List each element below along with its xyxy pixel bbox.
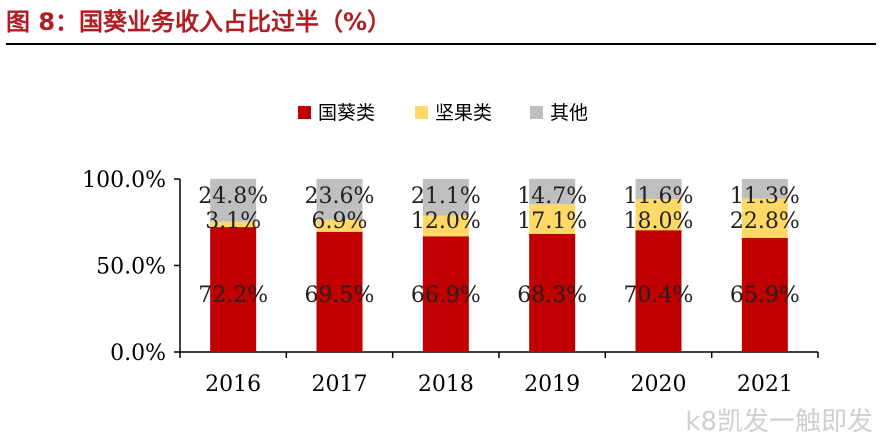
- data-label: 17.1%: [517, 209, 587, 234]
- data-label: 65.9%: [730, 283, 800, 308]
- legend-swatch: [298, 106, 311, 119]
- bar-segment: [741, 179, 788, 199]
- legend-swatch: [415, 106, 428, 119]
- bar-segment: [316, 231, 363, 352]
- chart-data-labels: 24.8%3.1% 72.2% 23.6%6.9% 69.5% 21.1%12.0% 66…: [198, 184, 800, 308]
- bar-segment: [422, 179, 469, 216]
- y-tick-label: 50.0%: [96, 255, 166, 280]
- data-label: 6.9%: [312, 209, 368, 234]
- x-tick-label: 2018: [418, 372, 474, 397]
- data-label: 66.9%: [411, 283, 481, 308]
- y-tick-label: 0.0%: [110, 341, 166, 366]
- chart-bars: [210, 178, 788, 352]
- x-tick-label: 2019: [524, 372, 580, 397]
- bar-segment: [741, 198, 788, 238]
- bar-segment: [422, 236, 469, 352]
- x-tick-label: 2020: [631, 372, 687, 397]
- title-divider: [6, 43, 876, 45]
- bar-segment: [316, 219, 363, 232]
- data-label: 72.2%: [198, 283, 268, 308]
- data-label: 68.3%: [517, 283, 587, 308]
- bar-segment: [741, 237, 788, 352]
- figure-title: 图 8：国葵业务收入占比过半（%）: [6, 8, 392, 36]
- legend-label: 国葵类: [318, 102, 375, 124]
- legend-label: 坚果类: [435, 102, 492, 124]
- x-tick-label: 2021: [737, 372, 793, 397]
- y-tick-label: 100.0%: [82, 168, 166, 193]
- bar-segment: [316, 179, 363, 220]
- bar-segment: [529, 178, 576, 205]
- data-label: 3.1%: [205, 209, 261, 234]
- data-label: 11.3%: [730, 184, 800, 209]
- data-label: 21.1%: [411, 184, 481, 209]
- x-tick-label: 2017: [312, 372, 368, 397]
- bar-segment: [635, 199, 682, 231]
- bar-segment: [210, 227, 257, 352]
- chart-legend: 国葵类 坚果类 其他: [298, 102, 588, 124]
- bar-segment: [422, 215, 469, 237]
- data-label: 22.8%: [730, 209, 800, 234]
- data-label: 11.6%: [624, 184, 694, 209]
- bar-segment: [529, 233, 576, 352]
- data-label: 24.8%: [198, 184, 268, 209]
- bar-segment: [210, 221, 257, 228]
- data-label: 18.0%: [624, 209, 694, 234]
- legend-label: 其他: [550, 102, 588, 124]
- bar-segment: [529, 204, 576, 234]
- bar-segment: [635, 179, 682, 200]
- data-label: 14.7%: [517, 184, 587, 209]
- bar-segment: [635, 230, 682, 352]
- data-label: 12.0%: [411, 209, 481, 234]
- data-label: 23.6%: [305, 184, 375, 209]
- bar-segment: [210, 178, 257, 222]
- legend-swatch: [530, 106, 543, 119]
- x-tick-label: 2016: [205, 372, 261, 397]
- watermark-text: k8凯发一触即发: [685, 407, 873, 437]
- data-label: 70.4%: [624, 283, 694, 308]
- data-label: 69.5%: [305, 283, 375, 308]
- chart-axes: 0.0% 50.0% 100.0% 2016 2017 2018 2019 2020 2021: [82, 168, 819, 397]
